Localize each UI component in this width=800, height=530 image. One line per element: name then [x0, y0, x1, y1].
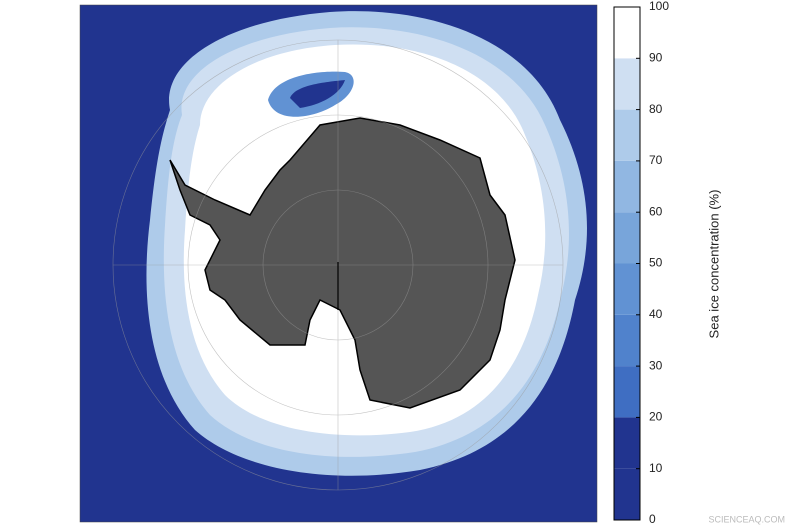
colorbar-tick-label: 0 [649, 512, 656, 526]
colorbar-segment [614, 212, 640, 264]
map-frame [79, 4, 598, 523]
colorbar-segment [614, 160, 640, 213]
colorbar-segment [614, 468, 640, 520]
colorbar-tick-label: 30 [649, 358, 663, 372]
colorbar-tick-label: 10 [649, 461, 663, 475]
colorbar-tick-label: 100 [649, 0, 669, 13]
colorbar-tick-label: 90 [649, 50, 663, 64]
colorbar-segment [614, 263, 640, 315]
map [79, 4, 598, 523]
colorbar-tick-label: 40 [649, 307, 663, 321]
colorbar-segment [614, 7, 640, 59]
antarctica [169, 117, 516, 409]
polynya [290, 80, 345, 108]
watermark: SCIENCEAQ.COM [708, 514, 785, 524]
colorbar: 0 10 20 30 40 50 60 70 80 90 100 [613, 0, 669, 526]
colorbar-segment [614, 58, 640, 110]
colorbar-tick-label: 20 [649, 410, 663, 424]
colorbar-segment [614, 366, 640, 418]
colorbar-segment [614, 109, 640, 161]
colorbar-tick-label: 70 [649, 153, 663, 167]
colorbar-tick-label: 60 [649, 204, 663, 218]
colorbar-label: Sea ice concentration (%) [706, 190, 721, 339]
colorbar-tick-label: 50 [649, 256, 663, 270]
colorbar-tick-label: 80 [649, 102, 663, 116]
colorbar-segment [614, 314, 640, 367]
colorbar-segment [614, 417, 640, 469]
